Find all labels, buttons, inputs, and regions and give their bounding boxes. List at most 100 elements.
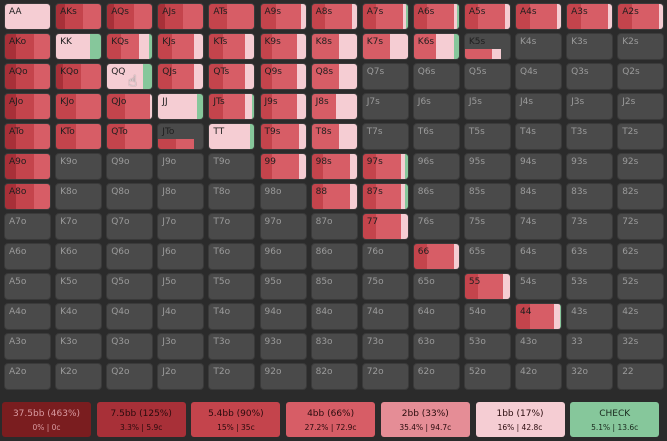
- hand-cell-k5s[interactable]: K5s: [463, 33, 511, 60]
- hand-cell-ako[interactable]: AKo: [4, 33, 51, 60]
- hand-cell-k5o[interactable]: K5o: [55, 273, 103, 300]
- hand-cell-jto[interactable]: JTo: [157, 123, 205, 150]
- hand-cell-85s[interactable]: 85s: [463, 183, 511, 210]
- hand-cell-98s[interactable]: 98s: [310, 153, 358, 180]
- hand-cell-62o[interactable]: 62o: [412, 363, 460, 390]
- action-7-5bb-button[interactable]: 7.5bb (125%) 3.3% | 5.9c: [96, 402, 186, 437]
- hand-cell-q5s[interactable]: Q5s: [463, 63, 511, 90]
- hand-cell-75s[interactable]: 75s: [463, 213, 511, 240]
- hand-cell-65o[interactable]: 65o: [412, 273, 460, 300]
- hand-cell-t9s[interactable]: T9s: [259, 123, 307, 150]
- hand-cell-32s[interactable]: 32s: [617, 333, 665, 360]
- hand-cell-j2o[interactable]: J2o: [157, 363, 205, 390]
- hand-cell-k2s[interactable]: K2s: [617, 33, 665, 60]
- hand-cell-83o[interactable]: 83o: [310, 333, 358, 360]
- hand-cell-93o[interactable]: 93o: [259, 333, 307, 360]
- hand-cell-j6o[interactable]: J6o: [157, 243, 205, 270]
- hand-cell-86s[interactable]: 86s: [412, 183, 460, 210]
- hand-cell-95o[interactable]: 95o: [259, 273, 307, 300]
- hand-cell-53o[interactable]: 53o: [463, 333, 511, 360]
- hand-cell-j7s[interactable]: J7s: [361, 93, 409, 120]
- hand-cell-k9s[interactable]: K9s: [259, 33, 307, 60]
- hand-cell-98o[interactable]: 98o: [259, 183, 307, 210]
- hand-cell-85o[interactable]: 85o: [310, 273, 358, 300]
- hand-cell-53s[interactable]: 53s: [566, 273, 614, 300]
- hand-cell-k4s[interactable]: K4s: [515, 33, 562, 60]
- hand-cell-q3o[interactable]: Q3o: [106, 333, 154, 360]
- hand-cell-a5o[interactable]: A5o: [4, 273, 51, 300]
- hand-cell-t7s[interactable]: T7s: [361, 123, 409, 150]
- hand-cell-72o[interactable]: 72o: [361, 363, 409, 390]
- hand-cell-42o[interactable]: 42o: [515, 363, 562, 390]
- hand-cell-q7o[interactable]: Q7o: [106, 213, 154, 240]
- hand-cell-j9s[interactable]: J9s: [259, 93, 307, 120]
- hand-cell-95s[interactable]: 95s: [463, 153, 511, 180]
- hand-cell-94s[interactable]: 94s: [515, 153, 562, 180]
- hand-cell-73s[interactable]: 73s: [566, 213, 614, 240]
- hand-cell-k8o[interactable]: K8o: [55, 183, 103, 210]
- hand-cell-q5o[interactable]: Q5o: [106, 273, 154, 300]
- hand-cell-q7s[interactable]: Q7s: [361, 63, 409, 90]
- hand-cell-j7o[interactable]: J7o: [157, 213, 205, 240]
- hand-cell-jts[interactable]: JTs: [208, 93, 256, 120]
- hand-cell-43s[interactable]: 43s: [566, 303, 614, 330]
- hand-cell-t4o[interactable]: T4o: [208, 303, 256, 330]
- hand-cell-k8s[interactable]: K8s: [310, 33, 358, 60]
- hand-cell-kts[interactable]: KTs: [208, 33, 256, 60]
- hand-cell-j9o[interactable]: J9o: [157, 153, 205, 180]
- hand-cell-aa[interactable]: AA: [4, 3, 51, 30]
- hand-cell-88[interactable]: 88: [310, 183, 358, 210]
- hand-cell-a9s[interactable]: A9s: [259, 3, 307, 30]
- action-check-button[interactable]: CHECK 5.1% | 13.6c: [570, 402, 660, 437]
- hand-cell-97s[interactable]: 97s: [361, 153, 409, 180]
- action-4bb-button[interactable]: 4bb (66%) 27.2% | 72.9c: [286, 402, 376, 437]
- hand-cell-q2s[interactable]: Q2s: [617, 63, 665, 90]
- hand-cell-63o[interactable]: 63o: [412, 333, 460, 360]
- hand-cell-qto[interactable]: QTo: [106, 123, 154, 150]
- hand-cell-a2o[interactable]: A2o: [4, 363, 51, 390]
- action-1bb-button[interactable]: 1bb (17%) 16% | 42.8c: [475, 402, 565, 437]
- hand-cell-t2s[interactable]: T2s: [617, 123, 665, 150]
- hand-cell-qts[interactable]: QTs: [208, 63, 256, 90]
- hand-cell-62s[interactable]: 62s: [617, 243, 665, 270]
- hand-cell-j2s[interactable]: J2s: [617, 93, 665, 120]
- hand-cell-t6s[interactable]: T6s: [412, 123, 460, 150]
- hand-cell-a3o[interactable]: A3o: [4, 333, 51, 360]
- hand-cell-aks[interactable]: AKs: [55, 3, 103, 30]
- hand-cell-q6o[interactable]: Q6o: [106, 243, 154, 270]
- hand-cell-96o[interactable]: 96o: [259, 243, 307, 270]
- hand-cell-t9o[interactable]: T9o: [208, 153, 256, 180]
- hand-cell-63s[interactable]: 63s: [566, 243, 614, 270]
- hand-cell-kqs[interactable]: KQs: [106, 33, 154, 60]
- hand-cell-54s[interactable]: 54s: [515, 273, 562, 300]
- hand-cell-t4s[interactable]: T4s: [515, 123, 562, 150]
- hand-cell-ato[interactable]: ATo: [4, 123, 51, 150]
- hand-cell-aqs[interactable]: AQs: [106, 3, 154, 30]
- hand-cell-55[interactable]: 55: [463, 273, 511, 300]
- hand-cell-22[interactable]: 22: [617, 363, 665, 390]
- hand-cell-99[interactable]: 99: [259, 153, 307, 180]
- hand-cell-q3s[interactable]: Q3s: [566, 63, 614, 90]
- hand-cell-a6o[interactable]: A6o: [4, 243, 51, 270]
- hand-cell-j3o[interactable]: J3o: [157, 333, 205, 360]
- hand-cell-84s[interactable]: 84s: [515, 183, 562, 210]
- hand-cell-33[interactable]: 33: [566, 333, 614, 360]
- hand-cell-92o[interactable]: 92o: [259, 363, 307, 390]
- hand-cell-74o[interactable]: 74o: [361, 303, 409, 330]
- hand-cell-72s[interactable]: 72s: [617, 213, 665, 240]
- hand-cell-94o[interactable]: 94o: [259, 303, 307, 330]
- action-allin-button[interactable]: 37.5bb (463%) 0% | 0c: [2, 402, 91, 437]
- hand-cell-64s[interactable]: 64s: [515, 243, 562, 270]
- hand-cell-j8s[interactable]: J8s: [310, 93, 358, 120]
- action-5-4bb-button[interactable]: 5.4bb (90%) 15% | 35c: [191, 402, 281, 437]
- hand-cell-k6o[interactable]: K6o: [55, 243, 103, 270]
- hand-cell-aqo[interactable]: AQo: [4, 63, 51, 90]
- hand-cell-66[interactable]: 66: [412, 243, 460, 270]
- hand-cell-86o[interactable]: 86o: [310, 243, 358, 270]
- hand-cell-43o[interactable]: 43o: [515, 333, 562, 360]
- hand-cell-82o[interactable]: 82o: [310, 363, 358, 390]
- hand-cell-q4o[interactable]: Q4o: [106, 303, 154, 330]
- hand-cell-83s[interactable]: 83s: [566, 183, 614, 210]
- hand-cell-kjs[interactable]: KJs: [157, 33, 205, 60]
- hand-cell-q6s[interactable]: Q6s: [412, 63, 460, 90]
